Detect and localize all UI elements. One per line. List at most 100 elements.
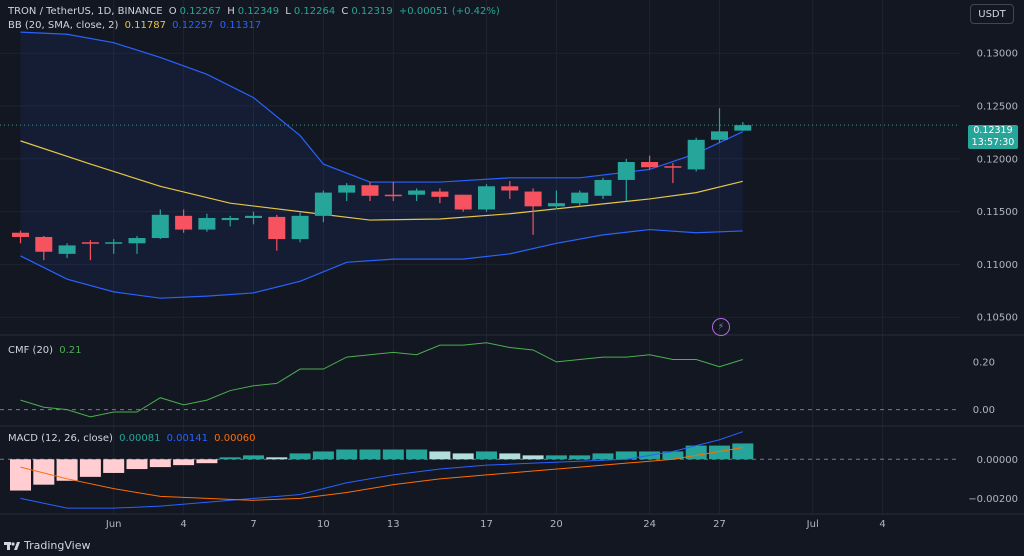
macd-histogram-bar [592, 453, 614, 460]
macd-histogram-bar [266, 457, 288, 460]
tradingview-logo-icon [4, 541, 20, 550]
bar-countdown: 13:57:30 [971, 137, 1015, 148]
price-axis-label: 0.13000 [977, 49, 1018, 60]
candle-body [384, 194, 402, 197]
macd-histogram-bar [219, 457, 241, 460]
cmf-legend: CMF (20) 0.21 [8, 345, 85, 356]
macd-axis-label: 0.00000 [977, 455, 1018, 466]
bb-lower-value: 0.11317 [219, 20, 262, 31]
last-price-tag: 0.12319 13:57:30 [968, 125, 1018, 149]
price-axis-label: 0.12500 [977, 102, 1018, 113]
time-axis-label: 13 [387, 519, 400, 530]
cmf-line [20, 342, 743, 418]
candle-body [245, 215, 262, 218]
bb-basis-value: 0.11787 [124, 20, 166, 31]
macd-line [20, 431, 743, 509]
high-label: H [227, 6, 235, 17]
macd-legend: MACD (12, 26, close) 0.00081 0.00141 0.0… [8, 433, 259, 444]
time-axis-label: 20 [550, 519, 563, 530]
time-axis-label: Jul [806, 519, 819, 530]
last-price: 0.12319 [973, 125, 1013, 136]
candle-body [687, 139, 705, 170]
macd-histogram-bar [545, 455, 567, 460]
price-axis-label: 0.12000 [977, 154, 1018, 165]
macd-histogram-bar [522, 455, 544, 460]
macd-axis-label: −0.00200 [968, 494, 1018, 505]
macd-histogram-bar [499, 453, 521, 460]
low-label: L [285, 6, 291, 17]
macd-histogram-bar [289, 453, 311, 460]
macd-histogram-bar [615, 451, 637, 460]
macd-histogram-bar [10, 459, 31, 491]
time-axis-label: 7 [250, 519, 256, 530]
candle-body [151, 214, 169, 239]
candle-body [105, 242, 123, 244]
macd-histogram-bar [732, 443, 754, 460]
price-axis-label: 0.11000 [977, 260, 1018, 271]
candle-body [547, 203, 565, 207]
cmf-value: 0.21 [59, 345, 82, 356]
open-label: O [168, 6, 177, 17]
macd-histogram-bar [406, 449, 428, 460]
cmf-axis-label: 0.20 [973, 357, 995, 368]
macd-histogram-bar [33, 459, 55, 485]
time-axis-label: 24 [643, 519, 656, 530]
candle-body [734, 125, 752, 131]
candle-body [454, 194, 472, 210]
macd-histogram-bar [56, 459, 78, 481]
candle-body [408, 190, 426, 195]
macd-signal-line [20, 447, 743, 501]
price-axis-label: 0.11500 [977, 207, 1018, 218]
candle-body [524, 191, 542, 207]
candle-body [338, 185, 356, 193]
time-axis-label: Jun [105, 519, 122, 530]
candle-body [12, 232, 29, 237]
macd-histogram-bar [359, 449, 381, 460]
macd-histogram-bar [79, 459, 101, 477]
candle-body [221, 217, 239, 221]
time-axis-label: 17 [480, 519, 493, 530]
symbol-title: TRON / TetherUS, 1D, BINANCE [8, 6, 163, 17]
candle-body [641, 161, 659, 168]
brand-name: TradingView [24, 539, 91, 552]
macd-histogram-bar [173, 459, 195, 466]
bb-label: BB (20, SMA, close, 2) [8, 20, 119, 31]
candle-body [35, 236, 53, 252]
candle-body [268, 216, 286, 240]
lightning-icon[interactable]: ⚡ [712, 318, 730, 336]
tradingview-logo[interactable]: TradingView [4, 539, 90, 552]
candle-body [711, 131, 728, 140]
candle-body [128, 238, 146, 244]
candle-body [431, 191, 449, 197]
macd-histogram-bar [243, 455, 264, 460]
macd-histogram-bar [569, 455, 591, 460]
bb-lower-line [20, 228, 743, 299]
macd-histogram-bar [196, 459, 218, 464]
cmf-label: CMF (20) [8, 345, 54, 356]
bollinger-band-fill [20, 32, 743, 299]
macd-histogram-bar [429, 451, 451, 460]
candle-body [478, 186, 495, 210]
high-value: 0.12349 [237, 6, 280, 17]
close-value: 0.12319 [351, 6, 393, 17]
macd-line-value: 0.00141 [166, 433, 208, 444]
macd-hist-value: 0.00081 [119, 433, 161, 444]
macd-histogram-bar [476, 451, 497, 460]
open-value: 0.12267 [179, 6, 221, 17]
macd-label: MACD (12, 26, close) [8, 433, 113, 444]
price-axis-label: 0.10500 [977, 313, 1018, 324]
time-axis-label: 27 [713, 519, 726, 530]
time-axis-label: 4 [879, 519, 885, 530]
candle-body [58, 245, 76, 254]
close-label: C [341, 6, 349, 17]
macd-histogram-bar [126, 459, 148, 470]
candle-body [175, 215, 193, 230]
bb-basis-line [20, 140, 743, 221]
candle-body [198, 217, 216, 230]
currency-button[interactable]: USDT [970, 4, 1014, 24]
macd-histogram-bar [312, 451, 334, 460]
candle-body [501, 186, 519, 191]
candle-body [361, 185, 379, 196]
